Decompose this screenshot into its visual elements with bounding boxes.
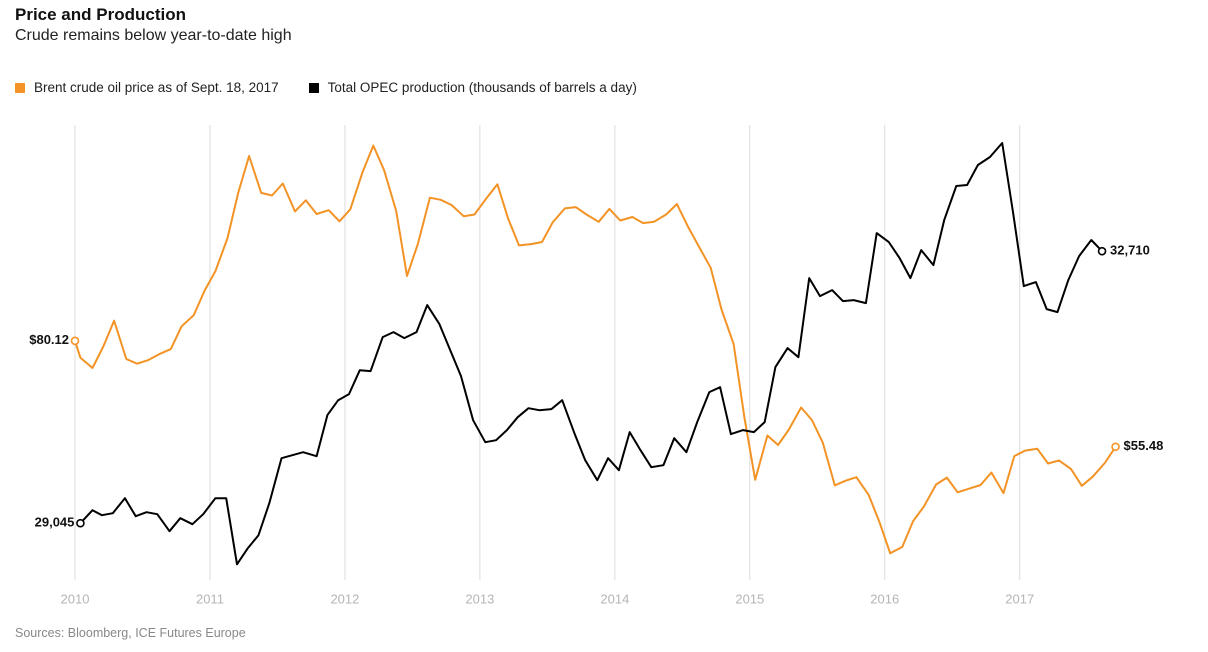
- x-tick-label: 2014: [600, 591, 629, 606]
- chart: 2010 2011 2012 2013 2014 2015 2016 2017 $80.12 $5…: [29, 125, 1164, 606]
- chart-subtitle: Crude remains below year-to-date high: [15, 27, 292, 44]
- legend-item: Total OPEC production (thousands of barr…: [308, 80, 637, 95]
- legend-swatch: [308, 82, 319, 93]
- end-point: [70, 336, 80, 346]
- x-tick-label: 2017: [1005, 591, 1034, 606]
- legend: Brent crude oil price as of Sept. 18, 20…: [15, 80, 637, 95]
- legend-item: Brent crude oil price as of Sept. 18, 20…: [15, 80, 279, 95]
- legend-label: Brent crude oil price as of Sept. 18, 20…: [34, 80, 279, 95]
- end-point: [1097, 246, 1107, 256]
- legend-swatch: [15, 82, 25, 93]
- x-tick-label: 2013: [465, 591, 494, 606]
- x-tick-label: 2011: [196, 591, 224, 606]
- chart-title: Price and Production: [15, 5, 186, 24]
- source-note: Sources: Bloomberg, ICE Futures Europe: [15, 626, 246, 640]
- data-line: [79, 142, 1103, 566]
- x-tick-label: 2010: [61, 591, 90, 606]
- value-label: $55.48: [1124, 438, 1164, 453]
- x-tick-label: 2016: [870, 591, 899, 606]
- x-tick-label: 2012: [330, 591, 359, 606]
- legend-label: Total OPEC production (thousands of barr…: [327, 80, 637, 95]
- value-label: $80.12: [29, 332, 69, 347]
- value-label: 32,710: [1110, 243, 1150, 258]
- value-label: 29,045: [35, 515, 75, 530]
- end-point: [1111, 442, 1120, 452]
- x-tick-label: 2015: [735, 591, 764, 606]
- data-line: [74, 144, 1117, 555]
- end-point: [76, 518, 85, 528]
